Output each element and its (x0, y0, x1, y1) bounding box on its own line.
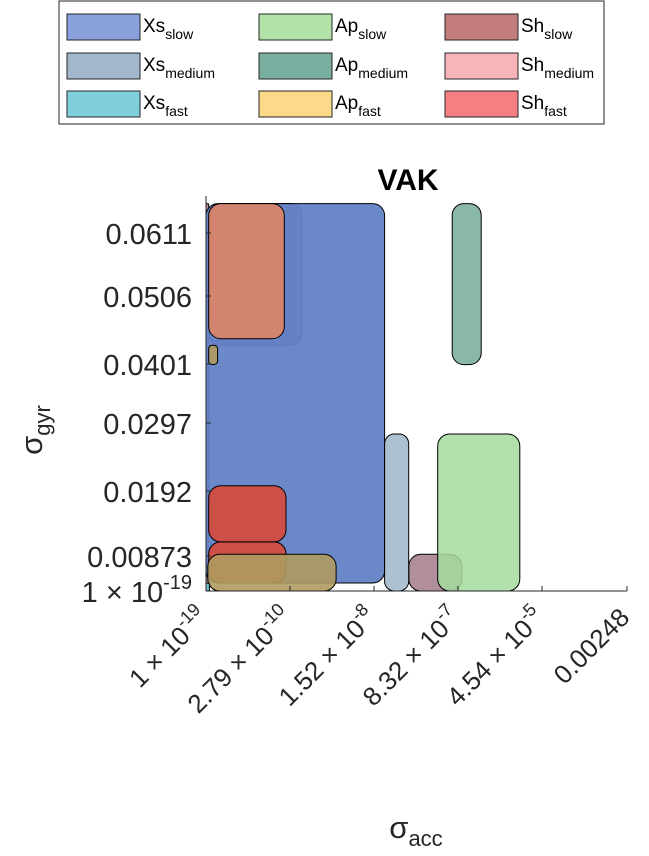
legend-swatch-xs-medium (66, 52, 141, 80)
legend-swatch-ap-slow (258, 13, 333, 41)
legend-label-xs-slow: Xsslow (143, 16, 194, 42)
region-xs-fast-0 (205, 582, 211, 592)
region-ap-fast-0 (207, 553, 337, 592)
y-tick-label-0: 1 × 10-19 (82, 572, 192, 609)
x-tick-label-4: 4.54 × 10-5 (438, 599, 551, 712)
y-axis-label: σgyr (14, 405, 55, 455)
x-axis-label-sub: acc (408, 826, 442, 851)
legend-swatch-sh-fast (444, 90, 519, 118)
legend-label-ap-fast: Apfast (335, 93, 381, 119)
x-axis-label-base: σ (389, 810, 408, 845)
y-axis-label-base: σ (14, 436, 49, 455)
y-tick-label-5: 0.0506 (103, 282, 192, 314)
legend-swatch-xs-fast (66, 90, 141, 118)
x-ticks: 1 × 10-192.79 × 10-101.52 × 10-88.32 × 1… (123, 586, 636, 719)
data-regions (205, 203, 521, 592)
y-axis-label-sub: gyr (30, 405, 55, 436)
legend-swatch-sh-slow (444, 13, 519, 41)
x-tick-label-5: 0.00248 (548, 602, 636, 690)
y-tick-label-1: 0.00873 (87, 542, 192, 574)
region-sh-fast-1 (208, 485, 287, 543)
legend-label-xs-medium: Xsmedium (143, 55, 215, 81)
legend-label-sh-slow: Shslow (521, 16, 573, 42)
y-tick-label-3: 0.0297 (103, 409, 192, 441)
y-tick-label-6: 0.0611 (105, 219, 192, 251)
legend-swatch-xs-slow (66, 13, 141, 41)
legend-swatch-ap-medium (258, 52, 333, 80)
y-tick-label-4: 0.0401 (103, 350, 192, 382)
region-ap-medium-0 (451, 203, 482, 366)
legend-label-ap-medium: Apmedium (335, 55, 408, 81)
legend-swatch-ap-fast (258, 90, 333, 118)
plot-area: 1 × 10-192.79 × 10-101.52 × 10-88.32 × 1… (82, 196, 636, 719)
y-ticks: 1 × 10-190.00873 0.0192 0.0297 0.0401 0.0506… (82, 219, 211, 609)
region-sh-medium-0 (208, 203, 285, 340)
x-axis-label: σacc (389, 810, 442, 851)
legend-label-xs-fast: Xsfast (143, 93, 188, 119)
region-xs-medium-0 (384, 433, 410, 592)
legend-label-ap-slow: Apslow (335, 16, 387, 42)
legend-swatch-sh-medium (444, 52, 519, 80)
y-tick-label-2: 0.0192 (103, 477, 192, 509)
region-ap-fast-1 (208, 344, 219, 366)
legend-label-sh-medium: Shmedium (521, 55, 594, 81)
legend-items: Xsslow Apslow Shslow Xsmedium Apmedium Shmedi… (66, 13, 594, 119)
region-ap-slow-0 (437, 433, 521, 592)
legend: Xsslow Apslow Shslow Xsmedium Apmedium Shmedi… (58, 0, 605, 125)
legend-label-sh-fast: Shfast (521, 93, 567, 119)
chart-title: VAK (377, 164, 438, 197)
